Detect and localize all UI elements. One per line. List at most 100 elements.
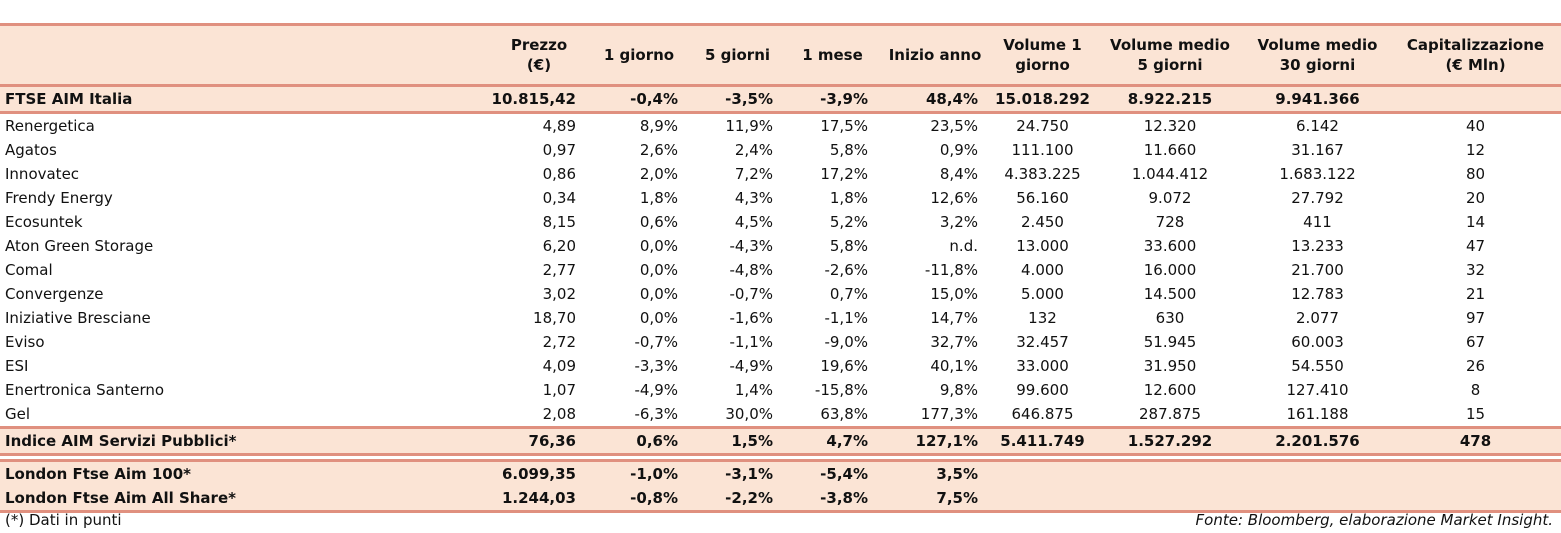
cell: -2,6% bbox=[824, 261, 868, 279]
cell: 18,70 bbox=[533, 309, 576, 327]
column-header: Capitalizzazione (€ Mln) bbox=[1406, 36, 1545, 74]
cell: 8,4% bbox=[939, 165, 978, 183]
column-header: Inizio anno bbox=[888, 46, 982, 64]
cell: 0,0% bbox=[639, 285, 678, 303]
cell: 2,4% bbox=[734, 141, 773, 159]
cell: 478 bbox=[1390, 426, 1561, 456]
cell: 7,2% bbox=[734, 165, 773, 183]
cell: 13.233 bbox=[1291, 237, 1344, 255]
cell: 21 bbox=[1465, 285, 1486, 303]
cell: 0,0% bbox=[639, 237, 678, 255]
cell bbox=[1245, 459, 1390, 486]
cell: 33.000 bbox=[1016, 357, 1069, 375]
cell bbox=[1095, 486, 1245, 513]
cell: 51.945 bbox=[1143, 333, 1197, 351]
cell: 0,34 bbox=[542, 189, 576, 207]
cell: 14,7% bbox=[930, 309, 978, 327]
row-label: Gel bbox=[5, 405, 31, 423]
cell: 17,2% bbox=[820, 165, 868, 183]
cell: 411 bbox=[1303, 213, 1332, 231]
cell: 5,8% bbox=[829, 141, 868, 159]
cell: 17,5% bbox=[820, 117, 868, 135]
cell: 11.660 bbox=[1143, 141, 1197, 159]
cell: 1.044.412 bbox=[1131, 165, 1209, 183]
cell: 97 bbox=[1465, 309, 1486, 327]
market-table: Prezzo (€) 1 giorno 5 giorni 1 mese Inizio a… bbox=[0, 23, 1561, 513]
cell: -2,2% bbox=[690, 486, 785, 513]
cell: 630 bbox=[1155, 309, 1185, 327]
cell: 646.875 bbox=[1011, 405, 1074, 423]
column-header: Prezzo (€) bbox=[510, 36, 568, 74]
cell: 32 bbox=[1465, 261, 1486, 279]
cell bbox=[1390, 486, 1561, 513]
cell: 15.018.292 bbox=[990, 84, 1095, 114]
column-header: Volume 1 giorno bbox=[1003, 36, 1082, 74]
cell: 1.683.122 bbox=[1279, 165, 1356, 183]
table-row: Gel 2,08 -6,3% 30,0% 63,8% 177,3% 646.875 287.8… bbox=[0, 402, 1561, 428]
cell: 21.700 bbox=[1291, 261, 1344, 279]
table-row: Renergetica 4,89 8,9% 11,9% 17,5% 23,5% 24.750… bbox=[0, 113, 1561, 139]
cell: 14.500 bbox=[1143, 285, 1197, 303]
row-label: Iniziative Bresciane bbox=[5, 309, 151, 327]
cell bbox=[1390, 459, 1561, 486]
cell bbox=[990, 486, 1095, 513]
table-row: Iniziative Bresciane 18,70 0,0% -1,6% -1,1% 1… bbox=[0, 306, 1561, 330]
cell: 15,0% bbox=[930, 285, 978, 303]
cell: -4,9% bbox=[634, 381, 678, 399]
cell: -5,4% bbox=[785, 459, 880, 486]
cell: 2.077 bbox=[1296, 309, 1339, 327]
column-header bbox=[0, 25, 490, 86]
cell: 127.410 bbox=[1286, 381, 1349, 399]
cell: 2,77 bbox=[542, 261, 576, 279]
index-row-london: London Ftse Aim 100* 6.099,35 -1,0% -3,1% -5… bbox=[0, 459, 1561, 486]
cell: -3,8% bbox=[785, 486, 880, 513]
cell: 54.550 bbox=[1291, 357, 1344, 375]
cell: 9.941.366 bbox=[1245, 84, 1390, 114]
cell: -3,5% bbox=[690, 84, 785, 114]
cell: 8 bbox=[1470, 381, 1481, 399]
cell: 47 bbox=[1465, 237, 1486, 255]
cell: 27.792 bbox=[1291, 189, 1344, 207]
cell: 7,5% bbox=[880, 486, 990, 513]
cell: 177,3% bbox=[920, 405, 978, 423]
cell: 16.000 bbox=[1143, 261, 1197, 279]
cell: 2.201.576 bbox=[1245, 426, 1390, 456]
index-row-ftse-aim-italia: FTSE AIM Italia 10.815,42 -0,4% -3,5% -3,9% 4… bbox=[0, 84, 1561, 114]
cell: 30,0% bbox=[725, 405, 773, 423]
header-row: Prezzo (€) 1 giorno 5 giorni 1 mese Inizio a… bbox=[0, 24, 1561, 86]
cell: 0,97 bbox=[542, 141, 576, 159]
cell: -1,0% bbox=[588, 459, 690, 486]
cell: -0,7% bbox=[634, 333, 678, 351]
cell: 8.922.215 bbox=[1095, 84, 1245, 114]
cell: 31.167 bbox=[1291, 141, 1344, 159]
cell: -15,8% bbox=[814, 381, 868, 399]
row-label: Renergetica bbox=[5, 117, 95, 135]
row-label: London Ftse Aim 100* bbox=[0, 459, 490, 486]
cell: 5,8% bbox=[829, 237, 868, 255]
cell: -11,8% bbox=[924, 261, 978, 279]
cell: 1,4% bbox=[734, 381, 773, 399]
table-row: Agatos 0,97 2,6% 2,4% 5,8% 0,9% 111.100 11.660 3… bbox=[0, 138, 1561, 162]
cell: 26 bbox=[1465, 357, 1486, 375]
cell: 11,9% bbox=[725, 117, 773, 135]
cell: -9,0% bbox=[824, 333, 868, 351]
cell: 127,1% bbox=[880, 426, 990, 456]
cell: 1.244,03 bbox=[490, 486, 588, 513]
table-row: Innovatec 0,86 2,0% 7,2% 17,2% 8,4% 4.383.225 1… bbox=[0, 162, 1561, 186]
cell: 10.815,42 bbox=[490, 84, 588, 114]
cell: -4,8% bbox=[729, 261, 773, 279]
cell: 8,9% bbox=[639, 117, 678, 135]
cell: 9,8% bbox=[939, 381, 978, 399]
cell: 0,6% bbox=[639, 213, 678, 231]
cell: -1,1% bbox=[729, 333, 773, 351]
cell: 3,02 bbox=[542, 285, 576, 303]
row-label: Indice AIM Servizi Pubblici* bbox=[0, 426, 490, 456]
cell: 31.950 bbox=[1143, 357, 1197, 375]
cell: 2,0% bbox=[639, 165, 678, 183]
cell: 111.100 bbox=[1011, 141, 1074, 159]
cell: 13.000 bbox=[1016, 237, 1069, 255]
cell: 2,72 bbox=[542, 333, 576, 351]
cell: 33.600 bbox=[1143, 237, 1197, 255]
cell: 5.000 bbox=[1021, 285, 1064, 303]
table-row: Enertronica Santerno 1,07 -4,9% 1,4% -15,8% 9… bbox=[0, 378, 1561, 402]
